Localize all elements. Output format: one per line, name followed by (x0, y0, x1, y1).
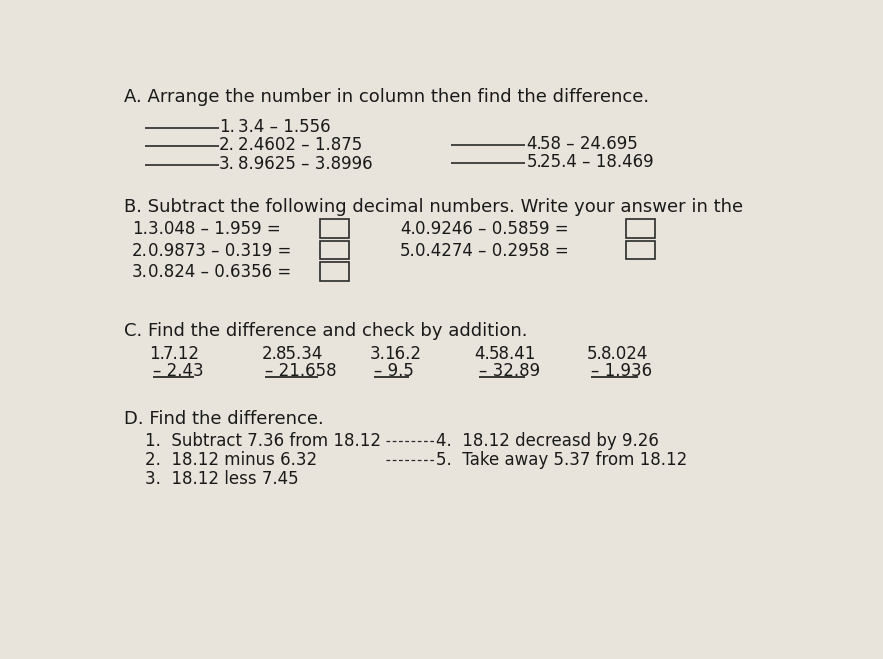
Text: 1.  Subtract 7.36 from 18.12: 1. Subtract 7.36 from 18.12 (145, 432, 381, 449)
Text: 1.: 1. (132, 220, 148, 238)
Text: 3.: 3. (132, 263, 148, 281)
Text: 4.: 4. (526, 134, 542, 152)
Text: 1.: 1. (149, 345, 165, 362)
Text: 2.  18.12 minus 6.32: 2. 18.12 minus 6.32 (145, 451, 317, 469)
Bar (320, 241, 349, 259)
Text: 0.4274 – 0.2958 =: 0.4274 – 0.2958 = (415, 242, 569, 260)
Text: D. Find the difference.: D. Find the difference. (125, 410, 324, 428)
Text: A. Arrange the number in column then find the difference.: A. Arrange the number in column then fin… (125, 88, 650, 106)
Text: 16.2: 16.2 (384, 345, 421, 362)
Text: 8.9625 – 3.8996: 8.9625 – 3.8996 (238, 155, 373, 173)
Text: B. Subtract the following decimal numbers. Write your answer in the: B. Subtract the following decimal number… (125, 198, 743, 216)
Text: – 1.936: – 1.936 (591, 362, 652, 380)
Text: 3.: 3. (370, 345, 386, 362)
Text: 1.: 1. (219, 117, 235, 136)
Bar (626, 241, 655, 259)
Text: 58 – 24.695: 58 – 24.695 (540, 134, 638, 152)
Text: C. Find the difference and check by addition.: C. Find the difference and check by addi… (125, 322, 528, 339)
Bar (320, 262, 349, 281)
Text: 0.824 – 0.6356 =: 0.824 – 0.6356 = (147, 263, 291, 281)
Bar (626, 219, 655, 238)
Text: 0.9873 – 0.319 =: 0.9873 – 0.319 = (147, 242, 291, 260)
Text: 58.41: 58.41 (488, 345, 536, 362)
Text: – 21.658: – 21.658 (266, 362, 337, 380)
Text: 5.  Take away 5.37 from 18.12: 5. Take away 5.37 from 18.12 (436, 451, 687, 469)
Text: 5.: 5. (400, 242, 416, 260)
Text: 0.9246 – 0.5859 =: 0.9246 – 0.5859 = (415, 220, 569, 238)
Text: 85.34: 85.34 (275, 345, 323, 362)
Text: – 32.89: – 32.89 (479, 362, 540, 380)
Text: 2.: 2. (132, 242, 148, 260)
Text: – 2.43: – 2.43 (153, 362, 204, 380)
Text: 25.4 – 18.469: 25.4 – 18.469 (540, 153, 654, 171)
Text: 4.: 4. (400, 220, 416, 238)
Text: 3.4 – 1.556: 3.4 – 1.556 (238, 117, 331, 136)
Text: 5.: 5. (587, 345, 603, 362)
Text: 5.: 5. (526, 153, 542, 171)
Text: 4.  18.12 decreasd by 9.26: 4. 18.12 decreasd by 9.26 (436, 432, 659, 449)
Text: 3.048 – 1.959 =: 3.048 – 1.959 = (147, 220, 280, 238)
Text: 3.: 3. (219, 155, 235, 173)
Text: 4.: 4. (475, 345, 490, 362)
Text: 3.  18.12 less 7.45: 3. 18.12 less 7.45 (145, 471, 298, 488)
Text: 2.: 2. (261, 345, 277, 362)
Text: 7.12: 7.12 (163, 345, 200, 362)
Text: 8.024: 8.024 (601, 345, 648, 362)
Text: 2.4602 – 1.875: 2.4602 – 1.875 (238, 136, 363, 154)
Bar (320, 219, 349, 238)
Text: – 9.5: – 9.5 (374, 362, 414, 380)
Text: 2.: 2. (219, 136, 235, 154)
